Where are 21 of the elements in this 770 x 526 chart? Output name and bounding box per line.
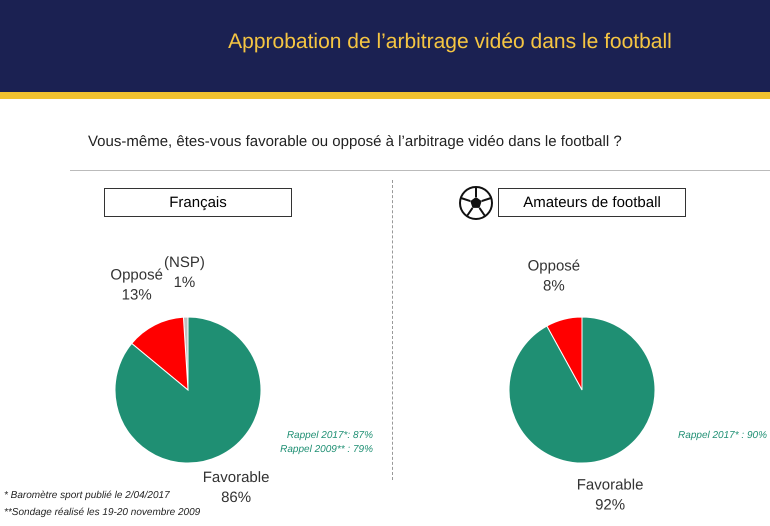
- data-label: 1%: [174, 274, 196, 292]
- slice-label: Favorable: [576, 476, 644, 494]
- text: Vous-même, êtes-vous favorable ou opposé à l’arbitrage vidéo dans le football ?: [88, 133, 622, 150]
- text: Rappel 2017*: 87%: [286, 430, 373, 441]
- data-label: 86%: [221, 489, 252, 506]
- slice-label: Opposé: [110, 266, 163, 284]
- text: * Baromètre sport publié le 2/04/2017: [4, 490, 170, 501]
- chart-title: Amateurs de football: [498, 188, 686, 217]
- chart-title: Français: [104, 188, 292, 217]
- data-label: 92%: [595, 496, 626, 514]
- text: **Sondage réalisé les 19-20 novembre 2009: [4, 507, 200, 518]
- pie-slice: [114, 316, 262, 464]
- data-label: 8%: [543, 278, 565, 295]
- text: Rappel 2017* : 90%: [678, 430, 767, 441]
- slice-label: Opposé: [528, 258, 580, 275]
- text: Rappel 2009** : 79%: [280, 444, 373, 455]
- data-label: 13%: [122, 286, 152, 304]
- slice-label: (NSP): [164, 254, 205, 272]
- pie-slice: [508, 316, 656, 464]
- slice-label: Favorable: [202, 469, 270, 486]
- text: Approbation de l’arbitrage vidéo dans le football: [227, 30, 673, 54]
